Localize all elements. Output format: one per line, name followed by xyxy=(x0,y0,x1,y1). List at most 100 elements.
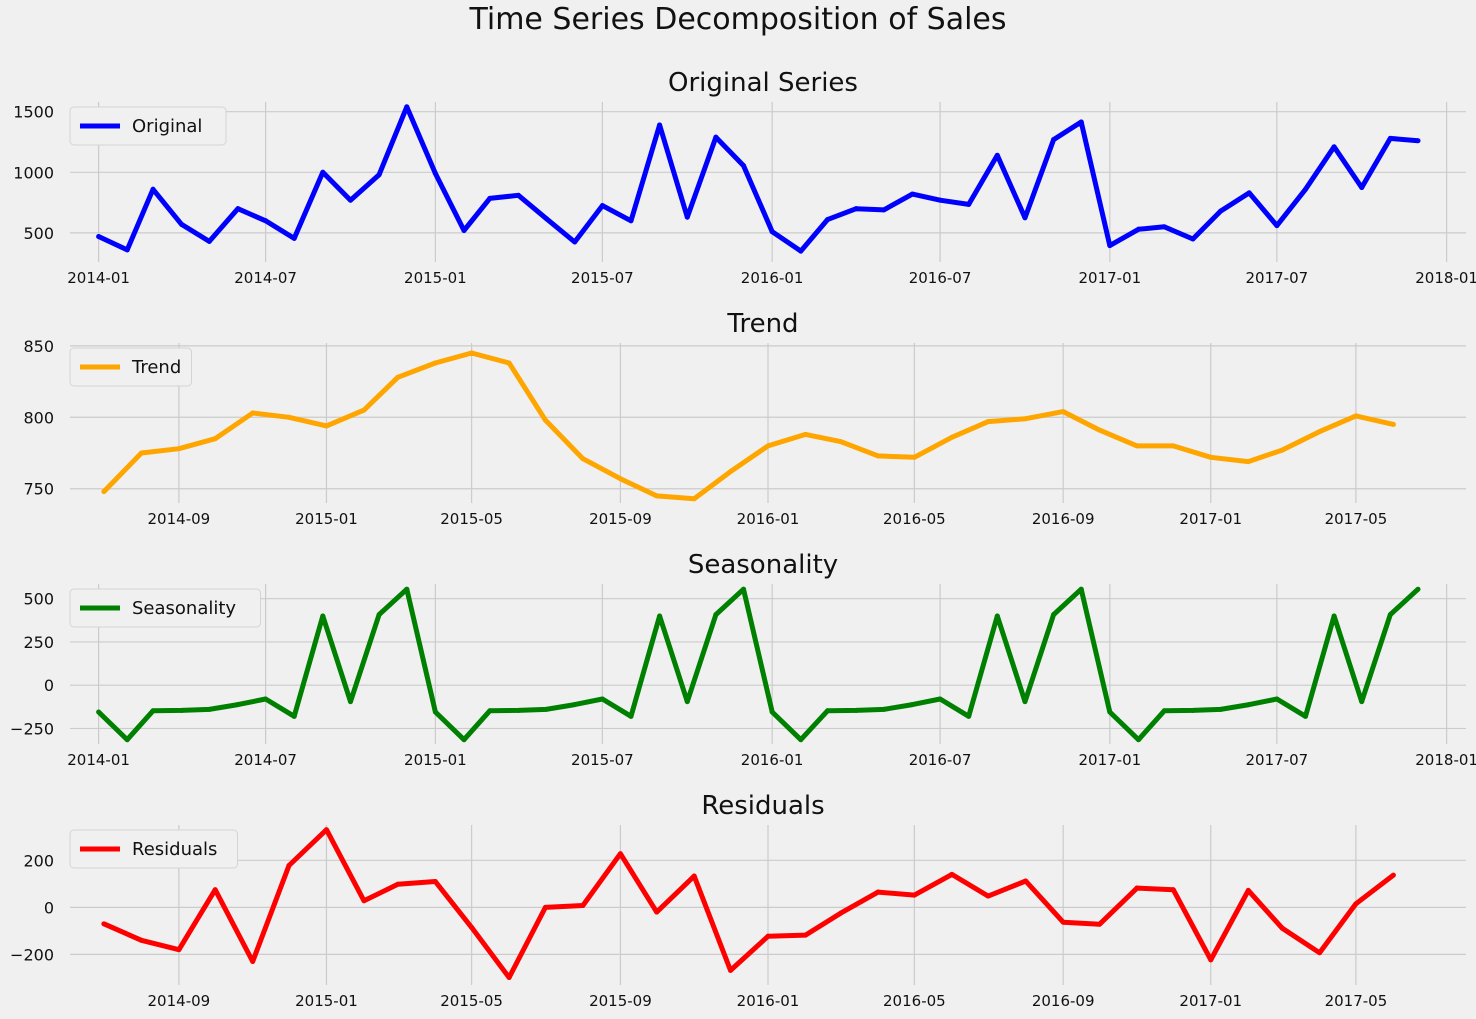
data-point xyxy=(798,248,804,254)
x-tick-label: 2014-01 xyxy=(67,269,130,287)
data-point xyxy=(206,706,212,712)
data-point xyxy=(206,238,212,244)
data-point xyxy=(263,218,269,224)
x-tick-label: 2017-05 xyxy=(1325,992,1388,1010)
x-tick-label: 2016-05 xyxy=(883,992,946,1010)
data-point xyxy=(432,171,438,177)
data-point xyxy=(432,360,438,366)
data-point xyxy=(1390,872,1396,878)
data-point xyxy=(515,192,521,198)
data-point xyxy=(176,446,182,452)
data-point xyxy=(825,217,831,223)
x-tick-label: 2017-07 xyxy=(1246,269,1309,287)
data-point xyxy=(713,612,719,618)
data-point xyxy=(543,706,549,712)
data-point xyxy=(1134,443,1140,449)
data-point xyxy=(361,407,367,413)
data-point xyxy=(937,197,943,203)
data-point xyxy=(1060,919,1066,925)
data-point xyxy=(101,921,107,927)
y-tick-label: −250 xyxy=(10,719,54,738)
y-tick-label: 850 xyxy=(23,337,54,356)
data-point xyxy=(838,439,844,445)
x-tick-label: 2016-01 xyxy=(741,269,804,287)
data-point xyxy=(1218,706,1224,712)
data-point xyxy=(572,239,578,245)
legend: Original xyxy=(69,106,227,146)
data-point xyxy=(1060,409,1066,415)
data-point xyxy=(617,851,623,857)
y-tick-label: 200 xyxy=(23,851,54,870)
data-point xyxy=(727,469,733,475)
subplot-title: Residuals xyxy=(701,791,824,821)
series-line-trend xyxy=(102,350,1394,502)
data-point xyxy=(212,887,218,893)
data-point xyxy=(432,878,438,884)
data-point xyxy=(376,612,382,618)
data-point xyxy=(1208,454,1214,460)
data-point xyxy=(1190,707,1196,713)
data-point xyxy=(461,227,467,233)
data-point xyxy=(1023,878,1029,884)
subplot-title: Original Series xyxy=(668,68,858,98)
data-point xyxy=(1096,921,1102,927)
data-point xyxy=(572,702,578,708)
data-point xyxy=(803,431,809,437)
data-point xyxy=(911,892,917,898)
x-tick-label: 2016-01 xyxy=(741,751,804,769)
data-point xyxy=(1353,901,1359,907)
data-point xyxy=(1246,190,1252,196)
data-point xyxy=(1274,223,1280,229)
data-point xyxy=(1022,215,1028,221)
data-point xyxy=(1302,186,1308,192)
data-point xyxy=(404,104,410,110)
data-point xyxy=(320,613,326,619)
data-point xyxy=(1387,135,1393,141)
data-point xyxy=(469,350,475,356)
x-tick-label: 2016-01 xyxy=(737,510,800,528)
data-point xyxy=(96,709,102,715)
x-tick-label: 2015-01 xyxy=(295,992,358,1010)
data-point xyxy=(515,707,521,713)
data-point xyxy=(176,947,182,953)
data-point xyxy=(691,496,697,502)
data-point xyxy=(1317,950,1323,956)
data-point xyxy=(1134,885,1140,891)
y-tick-label: 500 xyxy=(23,224,54,243)
x-tick-label: 2015-05 xyxy=(440,510,503,528)
x-tick-label: 2014-01 xyxy=(67,751,130,769)
data-point xyxy=(1161,708,1167,714)
data-point xyxy=(124,737,130,743)
data-point xyxy=(1246,702,1252,708)
data-point xyxy=(1359,184,1365,190)
data-point xyxy=(1135,226,1141,232)
data-point xyxy=(150,186,156,192)
data-point xyxy=(543,215,549,221)
data-point xyxy=(966,713,972,719)
data-point xyxy=(138,450,144,456)
data-point xyxy=(1390,421,1396,427)
data-point xyxy=(1353,413,1359,419)
x-tick-label: 2015-07 xyxy=(571,751,634,769)
data-point xyxy=(395,881,401,887)
x-tick-label: 2016-07 xyxy=(909,751,972,769)
data-point xyxy=(323,423,329,429)
data-point xyxy=(250,958,256,964)
data-point xyxy=(937,696,943,702)
data-point xyxy=(1274,696,1280,702)
x-tick-label: 2014-07 xyxy=(234,269,297,287)
x-tick-label: 2015-09 xyxy=(589,992,652,1010)
legend-box xyxy=(69,588,261,628)
data-point xyxy=(654,909,660,915)
data-point xyxy=(853,206,859,212)
y-tick-label: 750 xyxy=(23,480,54,499)
data-point xyxy=(542,417,548,423)
data-point xyxy=(985,893,991,899)
x-tick-label: 2016-07 xyxy=(909,269,972,287)
data-point xyxy=(765,443,771,449)
data-point xyxy=(1245,459,1251,465)
data-point xyxy=(985,419,991,425)
data-point xyxy=(1023,416,1029,422)
data-point xyxy=(179,707,185,713)
